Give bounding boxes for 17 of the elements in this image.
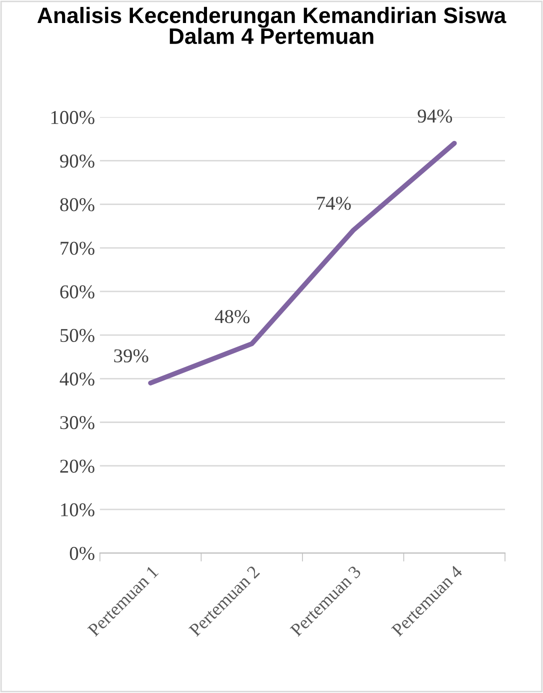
line-series — [148, 140, 457, 386]
data-label: 39% — [114, 349, 148, 362]
y-tick-label: 40% — [60, 372, 94, 386]
y-tick-label: 30% — [60, 416, 94, 430]
y-tick-label: 20% — [60, 460, 94, 473]
y-tick-label: 50% — [60, 328, 94, 342]
chart-title: Analisis Kecenderungan Kemandirian Siswa Dalam 4 Pertemuan — [37, 6, 506, 44]
y-tick-label: 100% — [51, 110, 94, 124]
y-tick-label: 80% — [60, 198, 94, 212]
y-tick-label: 10% — [61, 503, 94, 516]
data-label: 48% — [214, 310, 250, 324]
data-label: 74% — [317, 196, 351, 210]
y-tick-label: 60% — [60, 285, 94, 298]
y-tick-label: 0% — [70, 546, 94, 560]
data-label: 94% — [418, 110, 452, 123]
y-tick-label: 70% — [60, 242, 94, 255]
y-tick-label: 90% — [60, 154, 94, 168]
